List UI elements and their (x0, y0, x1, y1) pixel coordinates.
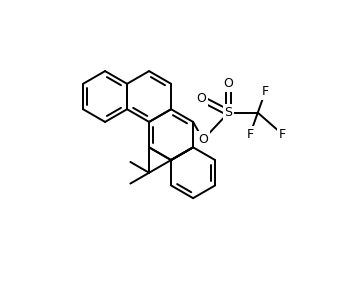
Text: O: O (197, 92, 206, 105)
Text: O: O (198, 133, 208, 146)
Text: S: S (225, 106, 232, 119)
Text: F: F (262, 85, 269, 97)
Text: F: F (246, 128, 254, 141)
Text: F: F (279, 128, 286, 141)
Text: O: O (223, 77, 234, 90)
